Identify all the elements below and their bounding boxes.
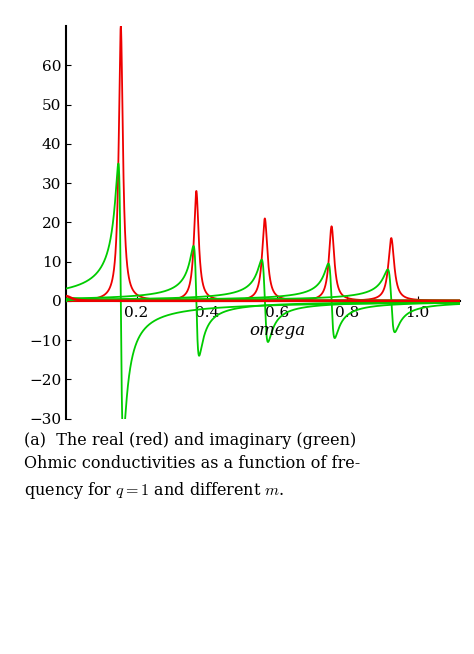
Text: omega: omega	[249, 322, 305, 339]
Text: (a)  The real (red) and imaginary (green)
Ohmic conductivities as a function of : (a) The real (red) and imaginary (green)…	[24, 432, 360, 501]
